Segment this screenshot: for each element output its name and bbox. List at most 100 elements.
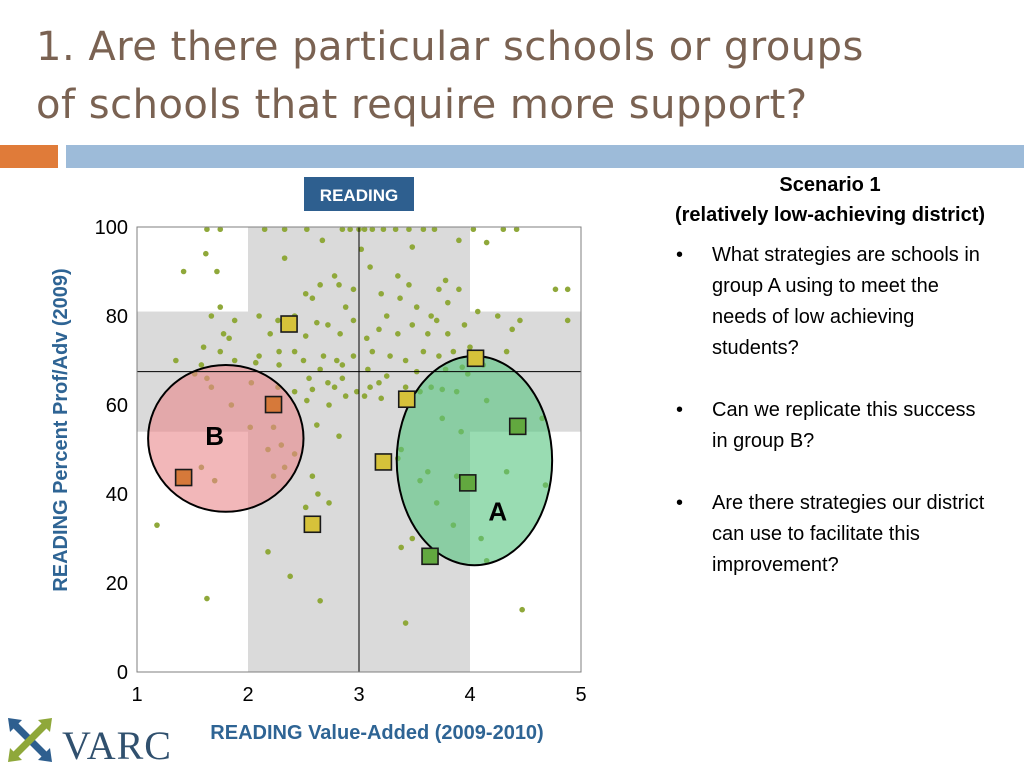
highlighted-school-marker — [397, 390, 416, 409]
school-dot — [564, 317, 571, 324]
school-dot — [420, 348, 427, 355]
school-dot — [461, 322, 468, 328]
school-dot — [276, 348, 282, 355]
school-dot — [420, 226, 427, 233]
school-dot — [387, 353, 393, 359]
school-dot — [397, 295, 403, 302]
school-dot — [347, 226, 353, 233]
school-dot — [342, 304, 349, 310]
slide-title: 1. Are there particular schools or group… — [36, 18, 996, 134]
highlighted-school-marker — [458, 474, 477, 492]
school-dot — [309, 295, 316, 302]
school-dot — [198, 362, 205, 368]
school-dot — [336, 282, 342, 288]
school-dot — [395, 273, 401, 279]
school-dot — [314, 422, 320, 428]
school-dot — [395, 331, 401, 337]
school-dot — [317, 282, 323, 288]
school-dot — [470, 226, 477, 233]
school-dot — [287, 573, 293, 580]
highlighted-school-marker — [264, 395, 283, 414]
school-dot — [402, 384, 409, 391]
school-dot — [226, 335, 232, 342]
school-dot — [467, 344, 473, 350]
school-dot — [519, 606, 525, 613]
school-dot — [433, 317, 440, 324]
school-dot — [398, 544, 404, 551]
school-dot — [302, 290, 309, 297]
school-dot — [309, 473, 316, 480]
school-dot — [214, 268, 220, 275]
school-dot — [353, 388, 360, 395]
school-dot — [314, 319, 320, 326]
chart-badge-label: READING — [320, 186, 398, 205]
school-dot — [339, 226, 346, 233]
x-tick-label: 3 — [353, 684, 364, 706]
school-dot — [350, 353, 357, 359]
school-dot — [325, 322, 331, 328]
school-dot — [402, 357, 409, 364]
school-dot — [361, 393, 368, 399]
school-dot — [503, 348, 510, 355]
y-tick-label: 40 — [106, 484, 128, 506]
school-dot — [265, 549, 271, 555]
school-dot — [291, 388, 298, 395]
school-dot — [350, 286, 357, 293]
school-dot — [302, 504, 309, 511]
school-dot — [204, 595, 210, 602]
school-dot — [319, 237, 326, 244]
highlighted-school-marker — [303, 515, 322, 534]
x-tick-label: 1 — [131, 684, 142, 706]
y-tick-label: 80 — [106, 306, 128, 328]
school-dot — [275, 317, 281, 324]
school-dot — [302, 333, 309, 339]
school-dot — [483, 239, 490, 246]
school-dot — [392, 226, 399, 233]
school-dot — [326, 402, 332, 408]
school-dot — [315, 491, 321, 497]
group-a-circle — [395, 355, 554, 567]
school-dot — [450, 348, 457, 355]
school-dot — [339, 362, 346, 368]
group-b-label: B — [205, 421, 224, 451]
reading-scatter-chart: 1 2 3 4 5 0 20 40 60 80 100 READING Value-Added (20… — [50, 177, 587, 744]
school-dot — [378, 290, 385, 297]
school-dot — [154, 522, 160, 528]
school-dot — [369, 226, 376, 233]
school-dot — [436, 286, 442, 293]
school-dot — [217, 226, 224, 233]
question-item: Are there strategies our district can us… — [672, 488, 992, 581]
school-dot — [425, 331, 431, 337]
school-dot — [200, 344, 207, 350]
school-dot — [180, 268, 187, 275]
x-tick-label: 4 — [464, 684, 475, 706]
school-dot — [252, 359, 259, 366]
school-dot — [378, 395, 385, 402]
school-dot — [402, 620, 409, 626]
accent-bar-orange — [0, 145, 58, 168]
school-dot — [337, 331, 343, 337]
school-dot — [445, 299, 451, 306]
question-item: Can we replicate this success in group B… — [672, 395, 992, 457]
school-dot — [367, 264, 373, 270]
school-dot — [365, 366, 371, 373]
varc-cross-arrows-icon — [8, 718, 52, 762]
school-dot — [217, 304, 224, 310]
school-dot — [380, 226, 387, 233]
highlighted-school-marker — [280, 315, 298, 333]
school-dot — [325, 379, 331, 386]
highlighted-school-marker — [466, 349, 485, 368]
school-dot — [456, 237, 462, 244]
school-dot — [231, 357, 238, 364]
school-dot — [281, 255, 288, 261]
school-dot — [428, 313, 434, 319]
school-dot — [500, 226, 507, 233]
slide-title-line-1: 1. Are there particular schools or group… — [36, 24, 864, 70]
scenario-heading: Scenario 1 (relatively low-achieving dis… — [610, 170, 1024, 230]
school-dot — [339, 375, 346, 382]
school-dot — [358, 246, 365, 253]
school-dot — [564, 286, 571, 293]
y-axis-title: READING Percent Prof/Adv (2009) — [50, 268, 72, 591]
school-dot — [291, 348, 298, 355]
school-dot — [320, 353, 327, 359]
